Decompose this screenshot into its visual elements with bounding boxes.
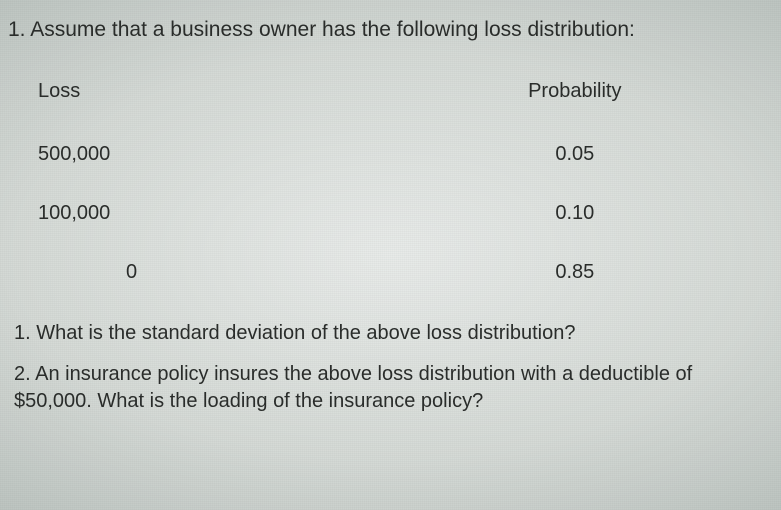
cell-loss: 500,000: [34, 125, 404, 184]
cell-loss: 0: [34, 243, 404, 302]
cell-loss: 100,000: [34, 184, 404, 243]
question-text: Assume that a business owner has the fol…: [30, 18, 635, 41]
cell-probability: 0.05: [404, 125, 746, 184]
header-probability: Probability: [404, 72, 746, 125]
question-number: 1.: [8, 18, 26, 41]
table-row: 100,000 0.10: [34, 184, 746, 243]
question-prompt: 1. Assume that a business owner has the …: [8, 18, 765, 42]
cell-probability: 0.85: [404, 243, 746, 302]
header-loss: Loss: [34, 72, 404, 125]
sub-questions: 1. What is the standard deviation of the…: [14, 320, 765, 415]
table-header-row: Loss Probability: [34, 72, 746, 125]
table-row: 0 0.85: [34, 243, 746, 302]
loss-distribution-table: Loss Probability 500,000 0.05 100,000 0.…: [34, 72, 746, 302]
sub-question-1: 1. What is the standard deviation of the…: [14, 320, 765, 347]
cell-probability: 0.10: [404, 184, 746, 243]
table-row: 500,000 0.05: [34, 125, 746, 184]
sub-question-2: 2. An insurance policy insures the above…: [14, 361, 765, 415]
